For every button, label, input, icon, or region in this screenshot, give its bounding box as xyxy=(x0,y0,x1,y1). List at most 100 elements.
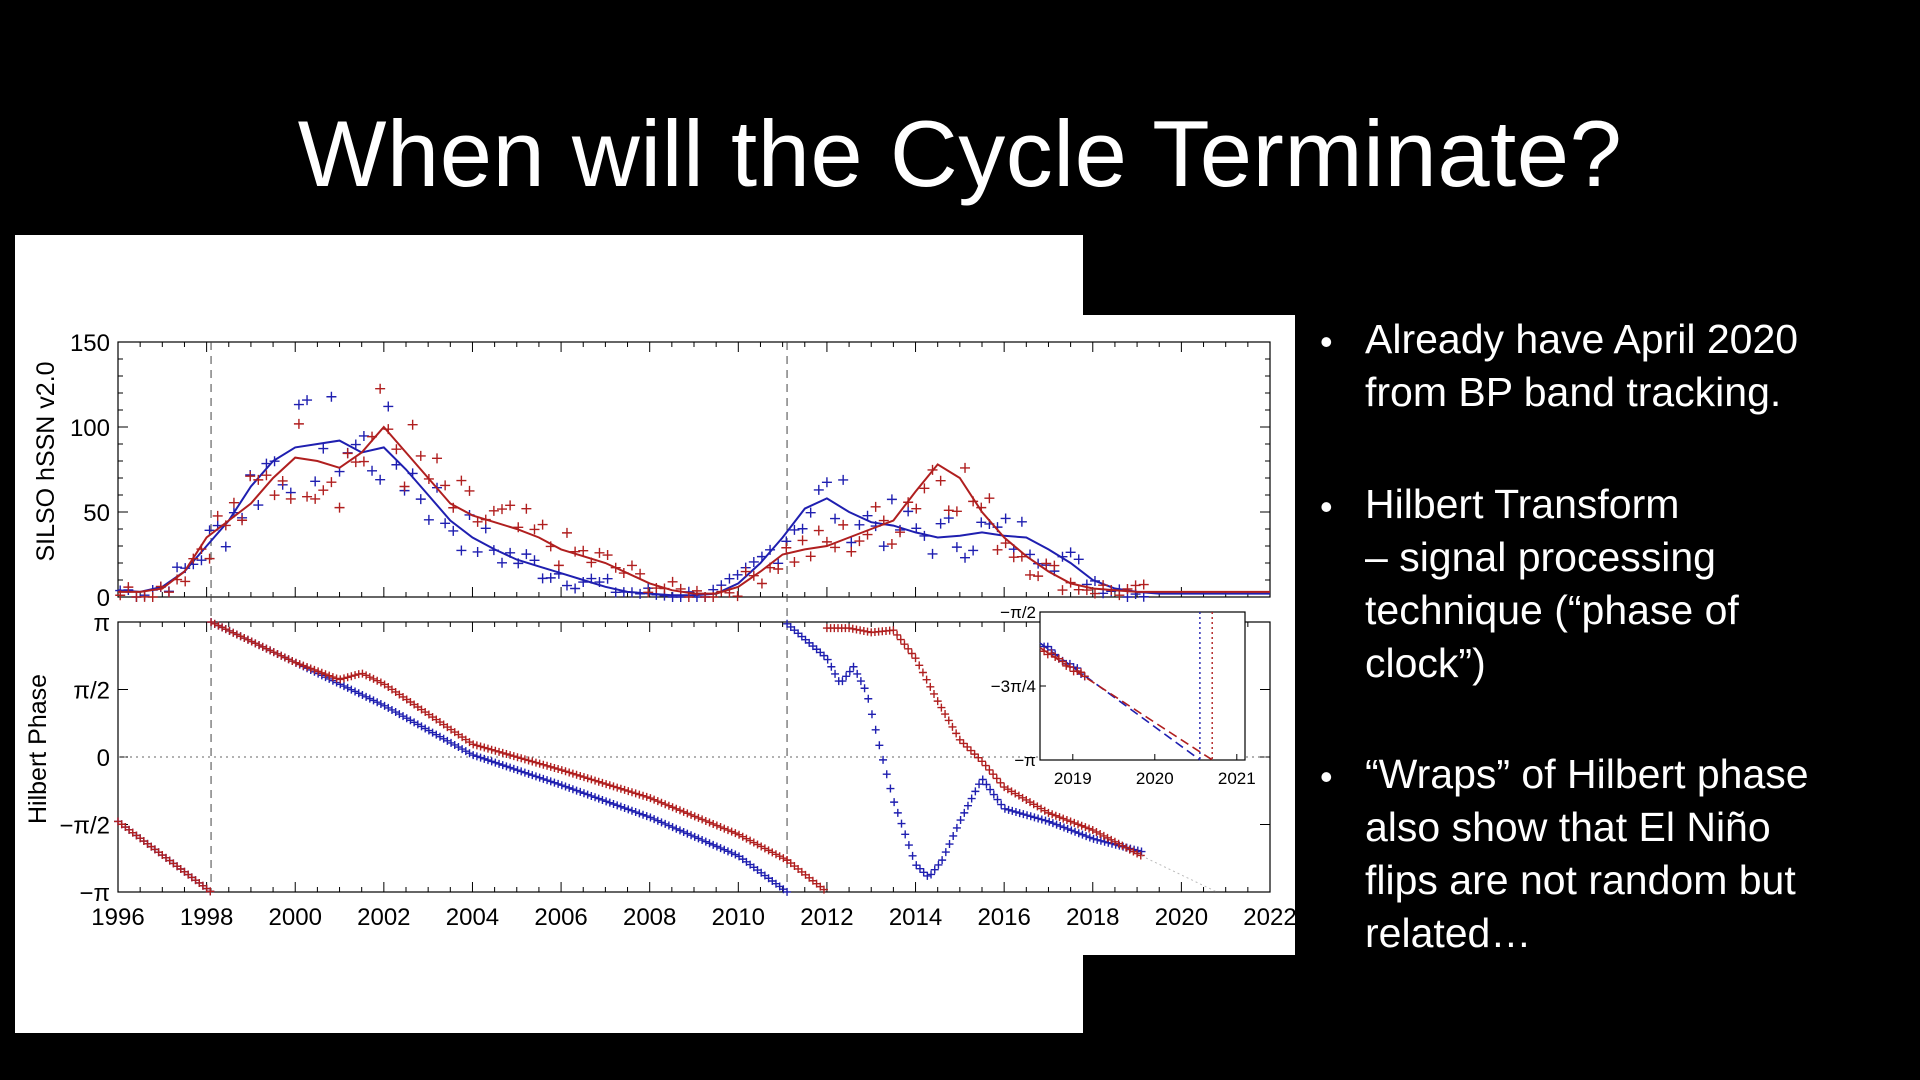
bullet-line: technique (“phase of xyxy=(1365,587,1739,633)
inset-x-tick-label: 2020 xyxy=(1136,769,1174,788)
red-ssn-point xyxy=(765,562,776,573)
red-phase-point xyxy=(668,803,677,812)
blue-phase-point xyxy=(491,758,500,767)
blue-phase-point xyxy=(461,747,470,756)
blue-phase-point xyxy=(963,801,972,810)
red-phase-point xyxy=(616,784,625,793)
red-ssn-line xyxy=(118,425,1270,595)
red-inset-point xyxy=(1047,649,1056,658)
red-ssn-point xyxy=(854,536,865,547)
y-tick-label: π xyxy=(93,610,110,637)
blue-phase-point xyxy=(616,802,625,811)
red-phase-point xyxy=(635,790,644,799)
red-ssn-point xyxy=(838,519,849,530)
bullet-dot-icon: • xyxy=(1320,321,1333,362)
inset-y-tick-label: −3π/4 xyxy=(991,677,1036,696)
bullet-item: • Already have April 2020 from BP band t… xyxy=(1305,313,1798,419)
blue-phase-point xyxy=(915,864,924,873)
red-ssn-point xyxy=(732,591,743,602)
red-phase-point xyxy=(266,646,275,655)
red-ssn-point xyxy=(911,503,922,514)
red-ssn-point xyxy=(115,590,126,601)
red-ssn-point xyxy=(1057,585,1068,596)
x-tick-label: 2014 xyxy=(889,904,942,931)
y-tick-label: 50 xyxy=(83,500,110,527)
red-phase-point xyxy=(1092,828,1101,837)
blue-phase-point xyxy=(620,804,629,813)
blue-phase-point xyxy=(568,785,577,794)
red-ssn-point xyxy=(976,502,987,513)
red-phase-point xyxy=(907,649,916,658)
red-ssn-point xyxy=(1122,584,1133,595)
bullet-line: – signal processing xyxy=(1365,534,1716,580)
red-phase-point xyxy=(978,757,986,766)
red-phase-point xyxy=(273,649,282,658)
blue-phase-point xyxy=(1089,834,1098,843)
blue-phase-point xyxy=(1045,817,1054,826)
blue-ssn-point xyxy=(594,577,605,588)
x-tick-label: 2022 xyxy=(1243,904,1296,931)
red-phase-point xyxy=(1125,845,1134,854)
blue-ssn-point xyxy=(302,395,313,406)
x-tick-label: 2004 xyxy=(446,904,499,931)
blue-phase-point xyxy=(890,798,899,807)
red-phase-point xyxy=(236,632,245,641)
blue-phase-point xyxy=(1085,833,1094,842)
blue-ssn-point xyxy=(1016,516,1027,527)
blue-phase-point xyxy=(698,836,707,845)
red-ssn-point xyxy=(423,473,434,484)
red-ssn-point xyxy=(878,515,889,526)
red-phase-point xyxy=(498,748,507,757)
red-ssn-point xyxy=(212,510,223,521)
blue-ssn-point xyxy=(513,558,524,569)
bullet-line: flips are not random but xyxy=(1365,857,1796,903)
blue-phase-point xyxy=(1034,814,1043,823)
blue-phase-point xyxy=(1000,804,1009,813)
red-phase-point xyxy=(605,781,614,790)
red-phase-point xyxy=(760,844,769,853)
red-phase-point xyxy=(365,673,374,682)
blue-ssn-point xyxy=(911,523,922,534)
red-phase-point xyxy=(613,783,622,792)
blue-phase-point xyxy=(860,684,869,693)
blue-phase-point xyxy=(554,779,563,788)
red-ssn-point xyxy=(927,464,938,475)
blue-phase-point xyxy=(668,823,677,832)
red-phase-point xyxy=(742,834,751,843)
red-phase-point xyxy=(483,744,492,753)
red-phase-point xyxy=(495,747,504,756)
red-phase-point xyxy=(251,639,260,648)
red-phase-point xyxy=(288,657,297,666)
blue-phase-point xyxy=(864,694,873,703)
blue-phase-point xyxy=(506,763,515,772)
red-phase-point xyxy=(1044,808,1053,817)
blue-phase-point xyxy=(893,808,902,817)
red-phase-point xyxy=(948,722,957,731)
blue-phase-point xyxy=(842,672,851,681)
red-phase-point xyxy=(243,635,252,644)
red-phase-point xyxy=(332,674,341,683)
red-phase-point xyxy=(1110,837,1119,846)
blue-ssn-point xyxy=(846,537,857,548)
blue-phase-point xyxy=(469,751,478,760)
red-phase-point xyxy=(690,812,699,821)
red-phase-point xyxy=(926,682,935,691)
red-phase-point xyxy=(753,840,762,849)
blue-phase-point xyxy=(1078,830,1087,839)
red-ssn-point xyxy=(708,592,719,602)
blue-phase-point xyxy=(720,845,729,854)
blue-phase-point xyxy=(945,840,954,849)
blue-phase-point xyxy=(1015,809,1024,818)
blue-phase-point xyxy=(450,740,459,749)
bullet-item: • Hilbert Transform – signal processing … xyxy=(1305,478,1739,690)
red-ssn-point xyxy=(886,539,897,550)
red-ssn-point xyxy=(285,493,296,504)
blue-phase-point xyxy=(339,682,348,691)
blue-ssn-point xyxy=(172,562,183,573)
red-phase-point xyxy=(369,674,378,683)
red-ssn-point xyxy=(1081,585,1092,596)
red-phase-point xyxy=(550,763,559,772)
red-phase-point xyxy=(303,663,312,672)
blue-ssn-point xyxy=(570,583,581,594)
inset-y-tick-label: −π/2 xyxy=(1000,603,1036,622)
